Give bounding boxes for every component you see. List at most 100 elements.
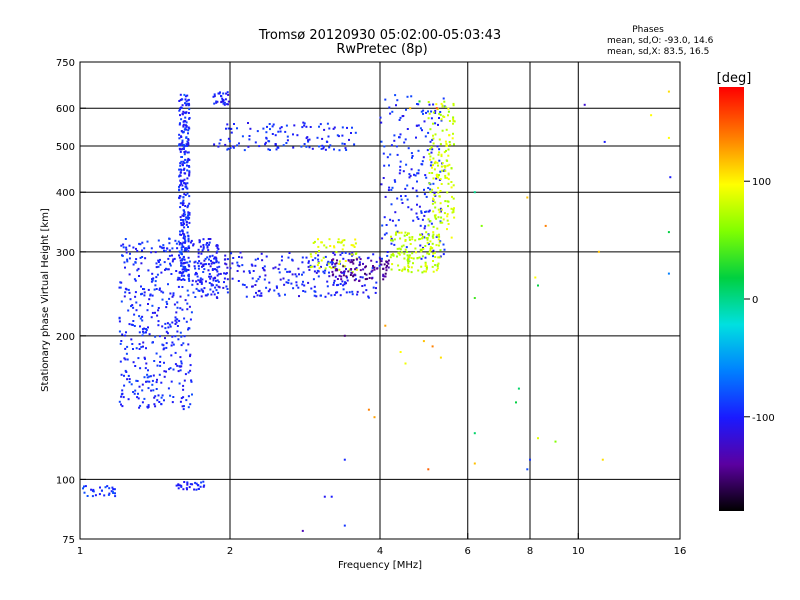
echo-point <box>428 182 431 185</box>
echo-point <box>309 253 312 256</box>
echo-point <box>435 244 438 247</box>
echo-point <box>197 487 200 490</box>
echo-point <box>225 127 227 130</box>
echo-point <box>406 234 408 236</box>
echo-point <box>300 145 303 148</box>
echo-point <box>429 188 432 191</box>
echo-point <box>107 493 110 496</box>
echo-point <box>432 103 435 106</box>
echo-point <box>423 120 426 123</box>
echo-point <box>429 158 432 161</box>
echo-point <box>333 148 335 151</box>
echo-point <box>447 205 449 208</box>
echo-point <box>182 188 185 190</box>
echo-point <box>351 126 353 129</box>
echo-point <box>302 290 305 292</box>
echo-point <box>147 288 150 291</box>
echo-point <box>417 169 420 172</box>
echo-point <box>185 111 188 114</box>
echo-point <box>416 203 418 206</box>
echo-point <box>180 248 183 251</box>
echo-point <box>422 156 425 159</box>
echo-point <box>386 251 389 253</box>
echo-point <box>343 239 346 242</box>
echo-point <box>361 285 364 287</box>
echo-point <box>437 216 440 219</box>
echo-point <box>389 112 392 115</box>
echo-point <box>141 383 144 386</box>
echo-point <box>130 323 133 326</box>
echo-point <box>407 270 410 273</box>
echo-point <box>151 383 154 386</box>
echo-point <box>196 262 199 265</box>
echo-point <box>434 216 437 219</box>
echo-point <box>411 155 414 157</box>
echo-point <box>307 261 310 264</box>
echo-point <box>358 261 361 264</box>
echo-point <box>128 323 131 326</box>
echo-point <box>174 319 177 322</box>
echo-point <box>213 293 216 296</box>
echo-point <box>433 191 436 194</box>
echo-point <box>188 195 191 198</box>
echo-point <box>174 363 177 366</box>
echo-point <box>216 297 219 299</box>
echo-point <box>171 295 174 298</box>
echo-point <box>334 265 337 268</box>
echo-point <box>180 262 183 265</box>
echo-point <box>345 282 347 285</box>
echo-point <box>314 252 317 255</box>
echo-point <box>249 127 252 130</box>
echo-point <box>371 269 374 272</box>
echo-point <box>198 239 201 242</box>
echo-point <box>420 210 423 213</box>
echo-point <box>352 244 355 247</box>
echo-point <box>180 181 183 183</box>
echo-point <box>120 403 122 406</box>
echo-point <box>183 249 186 252</box>
echo-point <box>226 258 229 261</box>
echo-point <box>447 173 450 176</box>
echo-point <box>275 285 278 288</box>
echo-point <box>180 360 183 363</box>
echo-point <box>265 255 268 258</box>
echo-point <box>141 401 144 404</box>
echo-point <box>142 288 144 290</box>
echo-point <box>282 144 285 147</box>
echo-point <box>386 156 389 159</box>
echo-point <box>188 170 191 173</box>
echo-point <box>398 231 401 234</box>
echo-point <box>402 115 405 117</box>
echo-point <box>134 291 137 294</box>
echo-point <box>375 281 378 284</box>
echo-point <box>427 101 430 103</box>
echo-point <box>341 134 344 137</box>
echo-point <box>348 138 350 141</box>
echo-point <box>130 305 132 308</box>
echo-point <box>391 219 394 222</box>
echo-point <box>267 148 270 151</box>
echo-point <box>179 107 182 110</box>
echo-point <box>210 284 213 287</box>
echo-point <box>272 267 275 270</box>
echo-point <box>310 255 313 258</box>
echo-point <box>448 141 451 143</box>
echo-point <box>309 266 312 269</box>
echo-point <box>181 229 184 232</box>
echo-point <box>174 239 177 242</box>
echo-point <box>141 315 144 318</box>
echo-point <box>269 128 271 131</box>
echo-point <box>425 111 427 114</box>
echo-point <box>203 259 206 262</box>
echo-point <box>121 392 124 395</box>
echo-point <box>396 197 399 200</box>
echo-point <box>181 308 184 311</box>
echo-point <box>438 174 440 177</box>
echo-point <box>434 206 437 209</box>
echo-point <box>108 492 111 495</box>
echo-point <box>429 240 432 243</box>
echo-point <box>438 148 441 151</box>
echo-point <box>216 100 219 103</box>
echo-point <box>179 164 182 167</box>
echo-point <box>127 288 130 291</box>
